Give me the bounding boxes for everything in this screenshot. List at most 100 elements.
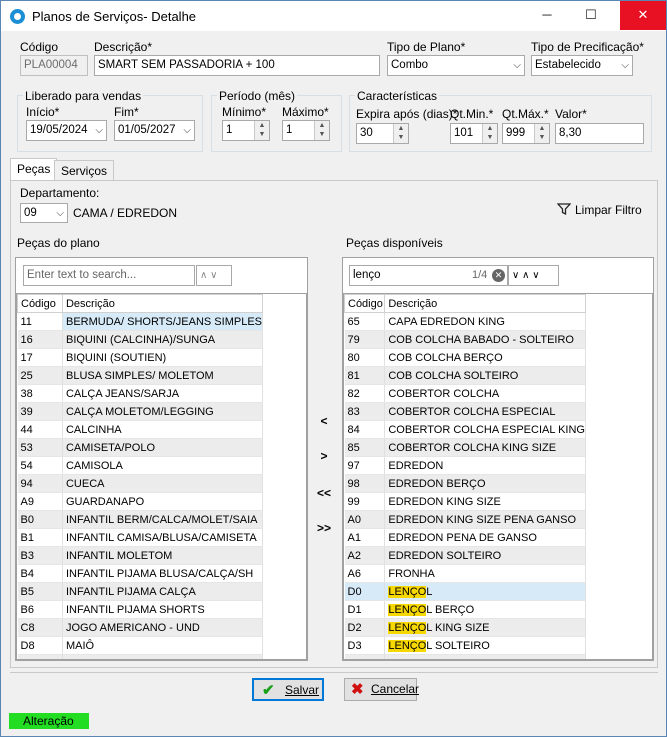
save-button[interactable]: ✔ Salvar	[252, 678, 324, 701]
right-row[interactable]: A0 EDREDON KING SIZE PENA GANSO	[344, 510, 586, 529]
move-all-left-button[interactable]: <<	[316, 486, 331, 500]
right-row[interactable]: 79 COB COLCHA BABADO - SOLTEIRO	[344, 330, 586, 349]
qtmax-value: 999	[506, 127, 526, 139]
right-search-input[interactable]: lenço 1/4 ✕	[349, 265, 508, 286]
tipo-prec-select[interactable]: Estabelecido ⌵	[531, 55, 633, 76]
right-search-nav[interactable]: ∨ ∧ ∨	[508, 265, 559, 286]
fim-date[interactable]: 01/05/2027 ⌵	[114, 120, 195, 141]
descricao-field[interactable]: SMART SEM PASSADORIA + 100	[94, 55, 380, 76]
spin-arrows-icon[interactable]: ▲ ▼	[314, 121, 329, 140]
tab-servicos[interactable]: Serviços	[54, 160, 115, 181]
close-button[interactable]: ✕	[620, 1, 666, 30]
right-row[interactable]: A2 EDREDON SOLTEIRO	[344, 546, 586, 565]
left-search-input[interactable]: Enter text to search...	[23, 265, 195, 286]
right-cell-code: 98	[344, 474, 386, 493]
left-row[interactable]: 16 BIQUINI (CALCINHA)/SUNGA	[17, 330, 264, 349]
qtmax-spin[interactable]: 999 ▲ ▼	[502, 123, 550, 144]
spin-arrows-icon[interactable]: ▲ ▼	[393, 124, 408, 143]
left-row[interactable]: 94 CUECA	[17, 474, 264, 493]
right-row[interactable]: 84 COBERTOR COLCHA ESPECIAL KING	[344, 420, 586, 439]
left-row[interactable]: 25 BLUSA SIMPLES/ MOLETOM	[17, 366, 264, 385]
right-row[interactable]: D0 LENÇOL	[344, 582, 586, 601]
chevron-down-icon: ⌵	[621, 60, 629, 71]
right-row[interactable]: 97 EDREDON	[344, 456, 586, 475]
chevron-down-icon: ⌵	[56, 208, 64, 219]
right-row[interactable]: D2 LENÇOL KING SIZE	[344, 618, 586, 637]
right-row[interactable]: A1 EDREDON PENA DE GANSO	[344, 528, 586, 547]
tipo-plano-select[interactable]: Combo ⌵	[387, 55, 525, 76]
minimo-spin[interactable]: 1 ▲ ▼	[222, 120, 270, 141]
left-cell-code: B6	[17, 600, 63, 619]
right-row[interactable]: 80 COB COLCHA BERÇO	[344, 348, 586, 367]
expira-spin[interactable]: 30 ▲ ▼	[356, 123, 409, 144]
minimo-label: Mínimo*	[222, 105, 267, 119]
left-row[interactable]: 17 BIQUINI (SOUTIEN)	[17, 348, 264, 367]
tipo-plano-value: Combo	[391, 59, 429, 71]
left-row[interactable]: C8 JOGO AMERICANO - UND	[17, 618, 264, 637]
maximo-spin[interactable]: 1 ▲ ▼	[282, 120, 330, 141]
search-match-highlight: LENÇO	[388, 603, 427, 616]
right-cell-code: 79	[344, 330, 386, 349]
left-row[interactable]: 54 CAMISOLA	[17, 456, 264, 475]
right-row[interactable]: 98 EDREDON BERÇO	[344, 474, 586, 493]
departamento-select[interactable]: 09 ⌵	[20, 203, 68, 223]
right-col-code[interactable]: Código	[344, 294, 386, 313]
chevron-down-icon[interactable]: ∨	[532, 270, 540, 281]
left-search-nav[interactable]: ∧ ∨	[196, 265, 232, 286]
right-cell-code: A1	[344, 528, 386, 547]
maximo-value: 1	[286, 124, 293, 136]
right-row[interactable]: 99 EDREDON KING SIZE	[344, 492, 586, 511]
move-all-right-button[interactable]: >>	[316, 521, 331, 535]
left-row[interactable]: A9 GUARDANAPO	[17, 492, 264, 511]
left-row[interactable]: B0 INFANTIL BERM/CALCA/MOLET/SAIA	[17, 510, 264, 529]
right-row[interactable]: 82 COBERTOR COLCHA	[344, 384, 586, 403]
left-row[interactable]: 39 CALÇA MOLETOM/LEGGING	[17, 402, 264, 421]
right-row[interactable]: 85 COBERTOR COLCHA KING SIZE	[344, 438, 586, 457]
left-cell-code: 39	[17, 402, 63, 421]
arrow-up-icon[interactable]: ∧	[522, 270, 530, 281]
right-row[interactable]: 65 CAPA EDREDON KING	[344, 312, 586, 331]
left-cell-desc: CALCINHA	[62, 420, 264, 439]
cancel-button[interactable]: ✖ Cancelar	[344, 678, 419, 701]
left-col-code[interactable]: Código	[17, 294, 63, 313]
left-row[interactable]: 38 CALÇA JEANS/SARJA	[17, 384, 264, 403]
valor-field[interactable]: 8,30	[555, 123, 644, 144]
spin-arrows-icon[interactable]: ▲ ▼	[254, 121, 269, 140]
minimize-button[interactable]: ─	[542, 7, 552, 22]
right-row[interactable]: D3 LENÇOL SOLTEIRO	[344, 636, 586, 655]
arrow-up-icon[interactable]: ∧	[200, 270, 208, 281]
right-col-desc[interactable]: Descrição	[384, 294, 586, 313]
left-row[interactable]: D8 MAIÔ	[17, 636, 264, 655]
chevron-down-icon[interactable]: ∨	[512, 270, 520, 281]
inicio-date[interactable]: 19/05/2024 ⌵	[26, 120, 107, 141]
tab-pecas[interactable]: Peças	[10, 158, 58, 181]
left-row[interactable]: B3 INFANTIL MOLETOM	[17, 546, 264, 565]
left-cell-desc: GUARDANAPO	[62, 492, 264, 511]
clear-search-icon[interactable]: ✕	[492, 269, 505, 282]
left-row[interactable]: B4 INFANTIL PIJAMA BLUSA/CALÇA/SH	[17, 564, 264, 583]
left-row[interactable]: E6MEIA (PAR)	[17, 654, 264, 659]
qtmin-spin[interactable]: 101 ▲ ▼	[450, 123, 498, 144]
left-col-desc[interactable]: Descrição	[61, 294, 264, 313]
maximize-button[interactable]: ☐	[585, 7, 597, 22]
left-row[interactable]: B6 INFANTIL PIJAMA SHORTS	[17, 600, 264, 619]
move-right-button[interactable]: >	[320, 449, 328, 463]
left-row[interactable]: 11 BERMUDA/ SHORTS/JEANS SIMPLES	[17, 312, 264, 331]
left-row[interactable]: B5 INFANTIL PIJAMA CALÇA	[17, 582, 264, 601]
left-row[interactable]: B1 INFANTIL CAMISA/BLUSA/CAMISETA	[17, 528, 264, 547]
left-row[interactable]: 53 CAMISETA/POLO	[17, 438, 264, 457]
left-cell-desc: CALÇA MOLETOM/LEGGING	[62, 402, 264, 421]
right-row[interactable]: 83 COBERTOR COLCHA ESPECIAL	[344, 402, 586, 421]
spin-arrows-icon[interactable]: ▲ ▼	[534, 124, 549, 143]
right-cell-desc: DIVERSOS	[384, 654, 586, 659]
right-row[interactable]: D1 LENÇOL BERÇO	[344, 600, 586, 619]
chevron-down-icon[interactable]: ∨	[210, 270, 218, 281]
right-row[interactable]: D4DIVERSOS	[344, 654, 586, 659]
spin-arrows-icon[interactable]: ▲ ▼	[482, 124, 497, 143]
move-left-button[interactable]: <	[320, 414, 328, 428]
right-row[interactable]: A6 FRONHA	[344, 564, 586, 583]
right-row[interactable]: 81 COB COLCHA SOLTEIRO	[344, 366, 586, 385]
left-row[interactable]: 44 CALCINHA	[17, 420, 264, 439]
left-panel-title: Peças do plano	[17, 236, 100, 250]
search-count: 1/4	[472, 269, 488, 281]
